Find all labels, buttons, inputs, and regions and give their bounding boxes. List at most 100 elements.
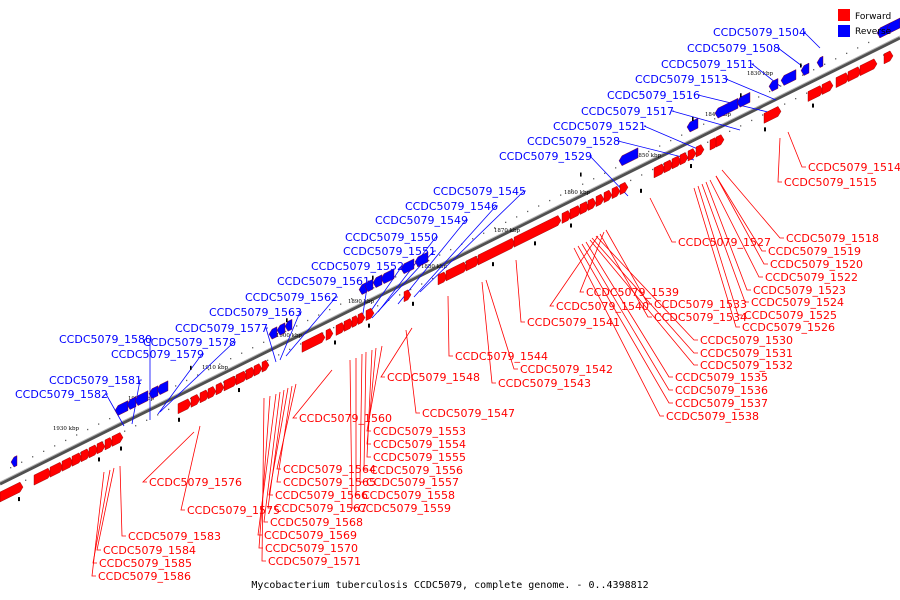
gene-leader-line — [265, 327, 277, 363]
position-dot — [300, 343, 302, 345]
forward-gene-block — [335, 322, 346, 336]
feature-marker — [690, 164, 692, 169]
forward-gene-block — [847, 66, 862, 83]
forward-gene-label: CCDC5079_1559 — [358, 502, 451, 515]
forward-gene-label: CCDC5079_1542 — [520, 363, 613, 376]
forward-gene-label: CCDC5079_1520 — [770, 258, 863, 271]
gene-leader-line — [579, 231, 605, 293]
gene-leader-line — [157, 353, 204, 415]
feature-marker — [800, 63, 802, 68]
forward-gene-block — [611, 185, 621, 200]
position-dot — [252, 347, 254, 349]
forward-gene-block — [215, 382, 225, 396]
position-dot — [780, 85, 782, 87]
forward-gene-block — [351, 315, 360, 328]
position-dot — [241, 352, 243, 354]
position-dot — [857, 47, 859, 49]
position-dot — [516, 216, 518, 218]
position-dot — [230, 358, 232, 360]
reverse-gene-label: CCDC5079_1561 — [277, 275, 370, 288]
feature-marker — [368, 323, 370, 328]
forward-gene-label: CCDC5079_1556 — [370, 464, 463, 477]
forward-gene-block — [111, 432, 124, 447]
gene-leader-line — [267, 389, 285, 509]
reverse-gene-label: CCDC5079_1504 — [713, 26, 806, 39]
reverse-gene-label: CCDC5079_1579 — [111, 348, 204, 361]
forward-gene-label: CCDC5079_1557 — [366, 476, 459, 489]
forward-gene-label: CCDC5079_1565 — [283, 476, 376, 489]
feature-marker — [640, 188, 642, 193]
position-dot — [87, 428, 89, 431]
forward-gene-block — [261, 359, 270, 373]
forward-gene-label: CCDC5079_1564 — [283, 463, 376, 476]
gene-leader-line — [481, 281, 496, 384]
reverse-gene-block — [284, 318, 293, 332]
gene-leader-line — [589, 239, 698, 366]
position-dot — [32, 456, 34, 458]
reverse-gene-label: CCDC5079_1546 — [405, 200, 498, 213]
forward-gene-block — [807, 85, 824, 102]
gene-leader-line — [131, 379, 142, 425]
position-dot — [80, 452, 82, 454]
reverse-gene-label: CCDC5079_1552 — [311, 260, 404, 273]
feature-marker — [812, 103, 814, 108]
forward-gene-block — [569, 205, 582, 220]
gene-leader-line — [397, 219, 468, 305]
position-dot — [307, 319, 309, 322]
gene-leader-line — [180, 425, 201, 511]
forward-gene-block — [253, 363, 263, 377]
position-dot — [186, 379, 188, 382]
forward-gene-label: CCDC5079_1532 — [700, 359, 793, 372]
gene-leader-line — [591, 237, 698, 354]
feature-marker — [534, 241, 536, 246]
forward-gene-label: CCDC5079_1539 — [586, 286, 679, 299]
gene-leader-line — [671, 110, 741, 131]
gene-leader-line — [617, 140, 695, 161]
position-dot — [351, 298, 353, 300]
position-dot — [190, 397, 192, 400]
reverse-gene-block — [886, 17, 900, 34]
reverse-gene-block — [618, 147, 639, 166]
reverse-gene-label: CCDC5079_1550 — [345, 231, 438, 244]
position-dot — [465, 261, 467, 263]
gene-leader-line — [276, 383, 297, 470]
reverse-gene-label: CCDC5079_1580 — [59, 333, 152, 346]
reverse-gene-block — [714, 97, 739, 119]
forward-gene-block — [49, 462, 64, 478]
forward-gene-block — [199, 389, 210, 404]
position-dot — [538, 205, 540, 207]
gene-leader-line — [750, 63, 781, 87]
tick-label: 1900 kbp — [276, 333, 303, 339]
position-dot — [593, 178, 595, 180]
reverse-gene-block — [876, 22, 891, 39]
position-dot — [582, 183, 584, 185]
forward-gene-block — [653, 163, 666, 179]
forward-gene-label: CCDC5079_1535 — [675, 371, 768, 384]
position-dot — [373, 287, 375, 289]
position-dot — [109, 417, 111, 420]
feature-marker — [740, 93, 742, 98]
gene-leader-line — [366, 347, 377, 445]
feature-marker — [120, 446, 122, 451]
position-dot — [333, 326, 335, 329]
gene-leader-line — [263, 391, 281, 523]
position-dot — [21, 461, 23, 463]
feature-marker — [190, 365, 192, 370]
forward-gene-block — [177, 398, 192, 415]
forward-gene-block — [88, 444, 99, 459]
reverse-gene-label: CCDC5079_1549 — [375, 214, 468, 227]
position-dot — [285, 330, 287, 333]
reverse-gene-block — [780, 69, 797, 86]
reverse-gene-block — [10, 455, 18, 468]
position-dot — [586, 201, 588, 203]
forward-gene-block — [207, 386, 217, 400]
position-dot — [868, 41, 870, 44]
gene-leader-line — [515, 259, 525, 323]
gene-leader-line — [577, 245, 673, 404]
position-dot — [439, 254, 441, 256]
gene-leader-line — [413, 205, 498, 298]
position-dot — [703, 123, 705, 125]
gene-leader-line — [380, 327, 413, 378]
gene-leader-line — [721, 169, 784, 239]
position-dot — [483, 232, 485, 234]
